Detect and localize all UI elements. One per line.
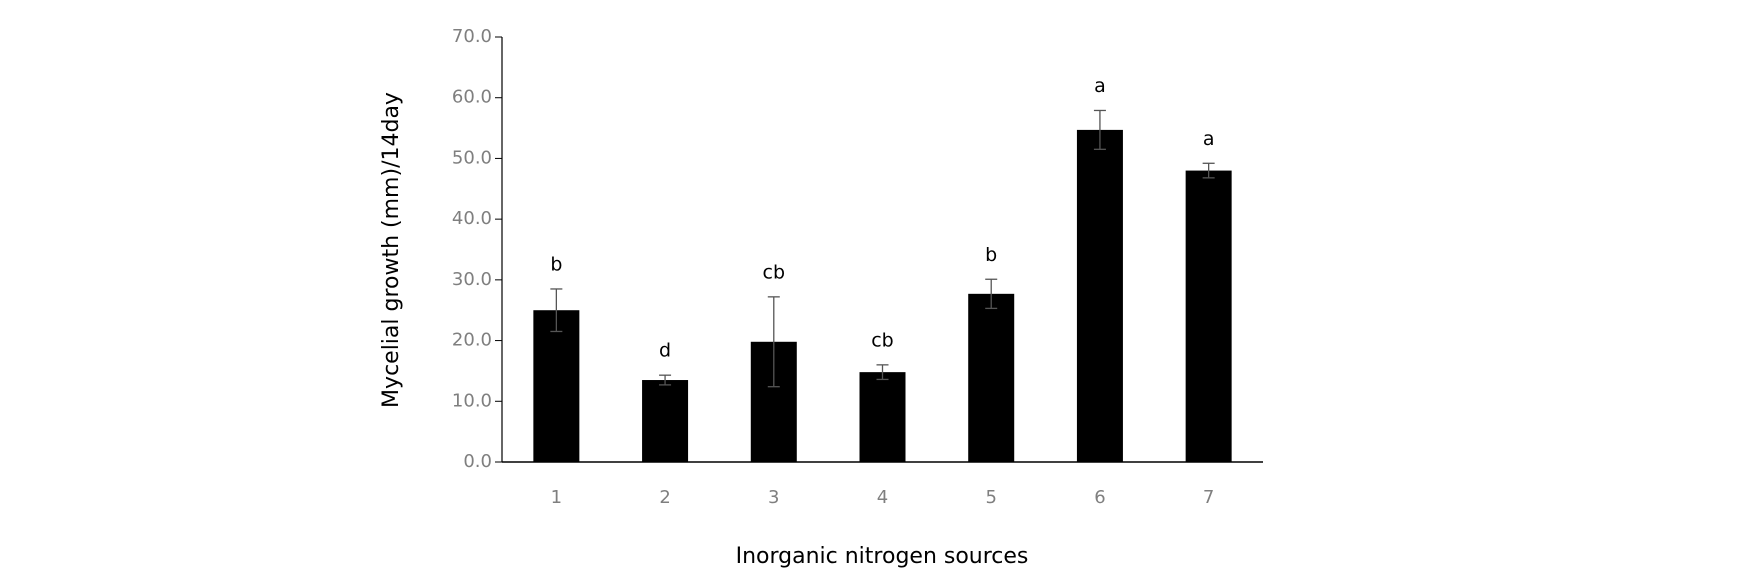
y-tick-label: 0.0 [463, 451, 492, 472]
x-tick-label: 2 [659, 487, 670, 508]
significance-letter: d [659, 340, 671, 362]
bar [533, 310, 580, 462]
y-axis-label: Mycelial growth (mm)/14day [379, 92, 404, 408]
x-tick-label: 7 [1203, 487, 1214, 508]
bar [1076, 129, 1123, 462]
x-tick-label: 6 [1094, 487, 1105, 508]
bar [1185, 170, 1232, 463]
error-bar [876, 364, 889, 381]
y-tick-label: 70.0 [452, 26, 492, 47]
error-bar [1093, 109, 1106, 150]
y-tick-label: 40.0 [452, 208, 492, 229]
y-tick-label: 60.0 [452, 87, 492, 108]
y-tick-label: 50.0 [452, 147, 492, 168]
y-tick-label: 30.0 [452, 269, 492, 290]
significance-letter: a [1203, 128, 1215, 150]
significance-letter: cb [763, 261, 786, 283]
error-bar [985, 278, 998, 310]
significance-letter: b [550, 253, 562, 275]
error-bar [767, 296, 780, 388]
error-bar [659, 374, 672, 386]
significance-letter: cb [871, 329, 894, 351]
x-tick-label: 5 [985, 487, 996, 508]
error-bar [550, 288, 563, 333]
bar [642, 380, 689, 462]
bar [968, 293, 1015, 462]
x-tick-label: 3 [768, 487, 779, 508]
x-axis-label: Inorganic nitrogen sources [736, 544, 1029, 569]
x-tick-label: 4 [877, 487, 888, 508]
y-tick-label: 10.0 [452, 390, 492, 411]
significance-letter: a [1094, 75, 1106, 97]
y-tick-label: 20.0 [452, 330, 492, 351]
error-bar [1202, 162, 1215, 179]
x-tick-label: 1 [551, 487, 562, 508]
bar [859, 372, 906, 462]
significance-letter: b [985, 244, 997, 266]
